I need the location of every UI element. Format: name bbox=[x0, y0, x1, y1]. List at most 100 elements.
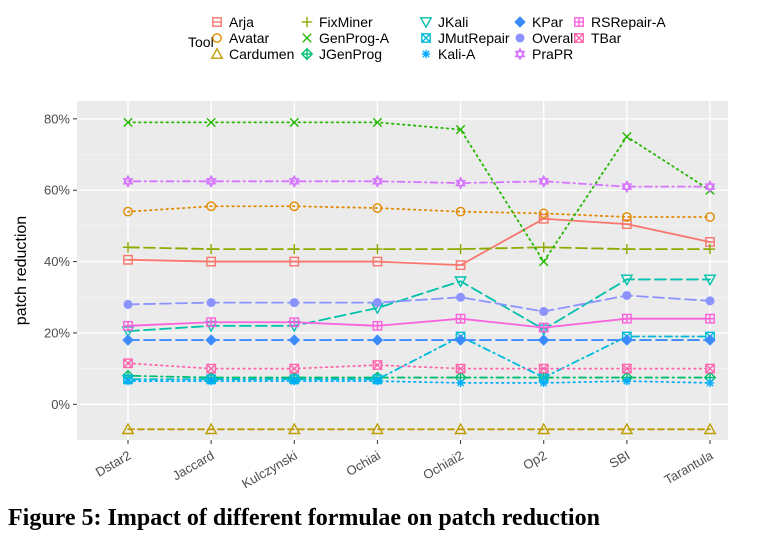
data-point bbox=[373, 376, 382, 386]
x-tick-label: Op2 bbox=[520, 448, 549, 473]
legend-label: GenProg-A bbox=[319, 30, 390, 46]
series-line bbox=[127, 294, 711, 313]
data-point bbox=[372, 298, 382, 308]
legend-label: TBar bbox=[591, 30, 622, 46]
legend-label: KPar bbox=[532, 14, 563, 30]
legend-label: JKali bbox=[438, 14, 468, 30]
data-point bbox=[372, 243, 383, 255]
data-point bbox=[455, 260, 466, 271]
series-line bbox=[127, 180, 711, 188]
data-point bbox=[123, 358, 133, 369]
legend-label: RSRepair-A bbox=[591, 14, 666, 30]
data-point bbox=[371, 334, 384, 346]
data-point bbox=[455, 124, 466, 135]
legend-label: Overall bbox=[532, 30, 576, 46]
legend-key bbox=[574, 33, 584, 43]
data-point bbox=[538, 363, 549, 374]
legend-title: Tool bbox=[188, 34, 214, 50]
legend-label: JMutRepair bbox=[438, 30, 510, 46]
data-point bbox=[372, 174, 383, 188]
data-point bbox=[705, 296, 715, 306]
data-point bbox=[123, 254, 133, 265]
legend-key bbox=[421, 49, 431, 59]
data-point bbox=[288, 334, 300, 346]
data-point bbox=[621, 313, 632, 324]
legend-item: Cardumen bbox=[210, 46, 294, 62]
legend-item: RSRepair-A bbox=[574, 14, 666, 30]
y-tick-label: 80% bbox=[44, 111, 70, 126]
series-cardumen bbox=[121, 422, 717, 435]
series-kpar bbox=[122, 334, 716, 346]
series-line bbox=[127, 335, 711, 381]
legend-item: FixMiner bbox=[301, 14, 373, 30]
y-axis: 0% 20% 40% 60% 80% bbox=[44, 111, 77, 412]
legend-label: Cardumen bbox=[229, 46, 294, 62]
data-point bbox=[704, 179, 716, 194]
data-point bbox=[205, 174, 217, 188]
data-point bbox=[372, 117, 383, 128]
series-line bbox=[127, 374, 711, 379]
data-point bbox=[372, 360, 383, 370]
data-point bbox=[122, 242, 134, 253]
data-point bbox=[621, 212, 632, 222]
data-point bbox=[620, 422, 634, 435]
data-point bbox=[288, 174, 300, 188]
data-point bbox=[539, 378, 548, 388]
data-point bbox=[289, 256, 300, 267]
data-point bbox=[205, 334, 217, 346]
data-point bbox=[205, 243, 217, 255]
legend-item: TBar bbox=[574, 30, 622, 46]
legend-key bbox=[212, 17, 222, 27]
x-tick-label: Kulczynski bbox=[239, 448, 300, 492]
data-point bbox=[455, 243, 466, 255]
data-point bbox=[538, 208, 549, 219]
data-point bbox=[123, 206, 133, 217]
data-point bbox=[705, 212, 715, 222]
data-point bbox=[622, 131, 632, 142]
data-point bbox=[206, 117, 216, 128]
data-point bbox=[705, 313, 715, 324]
y-tick-label: 20% bbox=[44, 325, 70, 340]
data-point bbox=[290, 376, 299, 386]
legend-item: Arja bbox=[212, 14, 254, 30]
data-point bbox=[206, 363, 217, 374]
legend-item: JKali bbox=[419, 14, 468, 30]
data-point bbox=[289, 298, 299, 308]
series-line bbox=[127, 278, 711, 333]
data-point bbox=[123, 299, 133, 309]
series-arja bbox=[123, 213, 715, 271]
series-line bbox=[127, 317, 711, 329]
legend-label: FixMiner bbox=[319, 14, 373, 30]
legend-key bbox=[212, 33, 222, 43]
data-point bbox=[455, 206, 466, 217]
data-point bbox=[538, 242, 549, 253]
series-fixminer bbox=[122, 242, 716, 255]
x-tick-label: Tarantula bbox=[662, 447, 716, 487]
series-line bbox=[127, 380, 711, 384]
data-point bbox=[121, 422, 135, 435]
x-tick-label: Dstar2 bbox=[93, 448, 134, 480]
data-point bbox=[622, 290, 632, 300]
data-point bbox=[289, 243, 300, 255]
legend-key bbox=[514, 16, 526, 28]
data-point bbox=[704, 334, 716, 346]
series-tbar bbox=[123, 358, 715, 374]
plot-background bbox=[77, 101, 728, 440]
data-point bbox=[123, 376, 133, 386]
legend-label: Arja bbox=[229, 14, 254, 30]
x-axis: Dstar2 Jaccard Kulczynski Ochiai Ochiai2 Op2 S… bbox=[93, 440, 716, 491]
series-line bbox=[127, 246, 711, 250]
data-point bbox=[122, 174, 134, 188]
data-point bbox=[621, 243, 633, 255]
y-tick-label: 60% bbox=[44, 183, 70, 198]
series-line bbox=[127, 205, 711, 218]
series-layer bbox=[121, 117, 717, 435]
data-point bbox=[289, 317, 300, 328]
legend-item: PraPR bbox=[514, 46, 573, 62]
data-point bbox=[371, 422, 384, 435]
x-tick-label: Jaccard bbox=[170, 448, 217, 484]
data-point bbox=[454, 422, 467, 435]
data-point bbox=[289, 117, 299, 128]
